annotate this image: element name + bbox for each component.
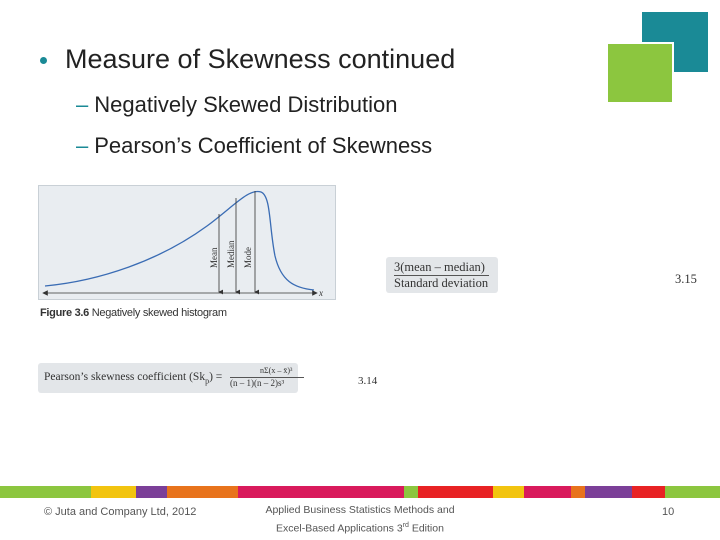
stripe-segment bbox=[585, 486, 633, 498]
formula-3-15-numerator: 3(mean – median) bbox=[394, 260, 485, 274]
footer-book-line2: Excel-Based Applications 3rd Edition bbox=[230, 518, 490, 537]
fraction-bar bbox=[394, 275, 489, 276]
skewed-curve-svg: Mean Median Mode x bbox=[42, 190, 323, 298]
stripe-segment bbox=[403, 486, 418, 498]
skewed-curve bbox=[44, 190, 315, 291]
x-axis-label: x bbox=[318, 288, 323, 298]
stripe-segment bbox=[665, 486, 720, 498]
figure-caption: Figure 3.6 Negatively skewed histogram bbox=[40, 307, 227, 319]
figure-caption-text: Negatively skewed histogram bbox=[91, 307, 227, 319]
equation-number-3-15: 3.15 bbox=[675, 272, 697, 286]
footer-book-title: Applied Business Statistics Methods and … bbox=[230, 503, 490, 537]
stripe-segment bbox=[632, 486, 666, 498]
mode-label: Mode bbox=[243, 247, 253, 268]
formula-3-14-denominator: (n – 1)(n – 2)s³ bbox=[230, 378, 285, 388]
median-label: Median bbox=[226, 240, 236, 268]
sub-bullet-pearson: – Pearson’s Coefficient of Skewness bbox=[76, 133, 432, 159]
formula-3-15: 3(mean – median) Standard deviation bbox=[386, 257, 498, 293]
equation-number-3-14: 3.14 bbox=[358, 375, 378, 387]
dash-icon: – bbox=[76, 133, 89, 158]
skewed-distribution-figure: Mean Median Mode x bbox=[38, 185, 336, 300]
sub-bullet-negatively-skewed: – Negatively Skewed Distribution bbox=[76, 92, 398, 118]
formula-3-14-label-sub: p bbox=[205, 376, 210, 386]
stripe-segment bbox=[0, 486, 91, 498]
stripe-segment bbox=[571, 486, 586, 498]
formula-3-14-label-text: Pearson’s skewness coefficient (Sk bbox=[44, 371, 206, 383]
stripe-segment bbox=[493, 486, 525, 498]
formula-3-14-label: Pearson’s skewness coefficient (Skp) = bbox=[44, 371, 222, 385]
bullet-dot-icon bbox=[40, 57, 47, 64]
formula-3-14: Pearson’s skewness coefficient (Skp) = n… bbox=[38, 363, 304, 393]
footer-book-line1: Applied Business Statistics Methods and bbox=[265, 504, 455, 516]
footer-book-line2-sup: rd bbox=[402, 522, 409, 529]
fraction-bar bbox=[230, 377, 304, 378]
main-bullet-text: Measure of Skewness continued bbox=[65, 44, 456, 74]
stripe-segment bbox=[417, 486, 494, 498]
formula-3-14-label-end: ) = bbox=[209, 371, 223, 383]
formula-3-15-denominator: Standard deviation bbox=[394, 276, 489, 290]
stripe-segment bbox=[136, 486, 168, 498]
footer-color-stripe bbox=[0, 486, 720, 498]
mean-label: Mean bbox=[209, 247, 219, 268]
decor-green-square bbox=[606, 42, 674, 104]
footer-book-line2-pre: Excel-Based Applications 3 bbox=[276, 522, 403, 535]
main-bullet: Measure of Skewness continued bbox=[40, 44, 455, 75]
sub-bullet-text: Pearson’s Coefficient of Skewness bbox=[94, 133, 433, 158]
footer-book-line2-post: Edition bbox=[408, 522, 444, 535]
stripe-segment bbox=[90, 486, 137, 498]
footer-copyright: © Juta and Company Ltd, 2012 bbox=[44, 506, 197, 518]
figure-caption-number: Figure 3.6 bbox=[40, 307, 89, 319]
stripe-segment bbox=[524, 486, 572, 498]
sub-bullet-text: Negatively Skewed Distribution bbox=[94, 92, 398, 117]
dash-icon: – bbox=[76, 92, 89, 117]
stripe-segment bbox=[237, 486, 404, 498]
stripe-segment bbox=[167, 486, 238, 498]
formula-3-14-numerator: nΣ(x – x̄)³ bbox=[260, 366, 293, 375]
page-number: 10 bbox=[662, 506, 675, 518]
